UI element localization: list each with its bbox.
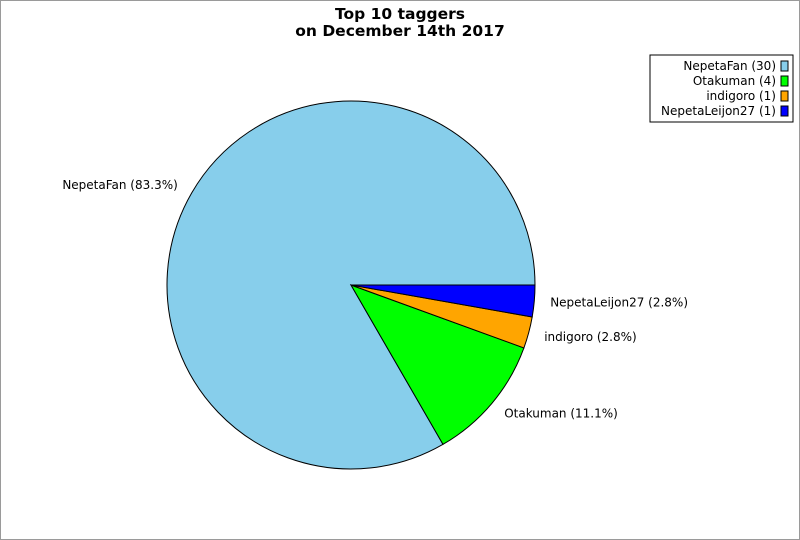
slice-label-indigoro: indigoro (2.8%) bbox=[544, 330, 637, 344]
legend-swatch-nepetaleijon27 bbox=[780, 105, 789, 117]
pie-slice-nepetaleijon27 bbox=[350, 284, 536, 318]
chart-title-line-2: on December 14th 2017 bbox=[295, 22, 505, 40]
legend-label-otakuman: Otakuman (4) bbox=[693, 74, 776, 88]
slice-labels: NepetaFan (83.3%) Otakuman (11.1%) indigor… bbox=[62, 178, 688, 421]
slice-label-nepetafan: NepetaFan (83.3%) bbox=[62, 178, 177, 192]
legend-label-nepetafan: NepetaFan (30) bbox=[683, 59, 776, 73]
slice-label-nepetaleijon27: NepetaLeijon27 (2.8%) bbox=[550, 295, 688, 309]
legend-swatch-indigoro bbox=[780, 90, 789, 102]
pie-slices bbox=[166, 100, 536, 470]
legend: NepetaFan (30)Otakuman (4)indigoro (1)Ne… bbox=[649, 54, 794, 123]
slice-label-otakuman: Otakuman (11.1%) bbox=[504, 407, 618, 421]
legend-swatch-nepetafan bbox=[780, 60, 789, 72]
pie-slice-otakuman bbox=[349, 284, 525, 446]
legend-label-nepetaleijon27: NepetaLeijon27 (1) bbox=[661, 104, 776, 118]
legend-swatch-otakuman bbox=[780, 75, 789, 87]
legend-box bbox=[649, 54, 794, 123]
legend-label-indigoro: indigoro (1) bbox=[706, 89, 776, 103]
chart-title-line-1: Top 10 taggers bbox=[335, 5, 465, 23]
